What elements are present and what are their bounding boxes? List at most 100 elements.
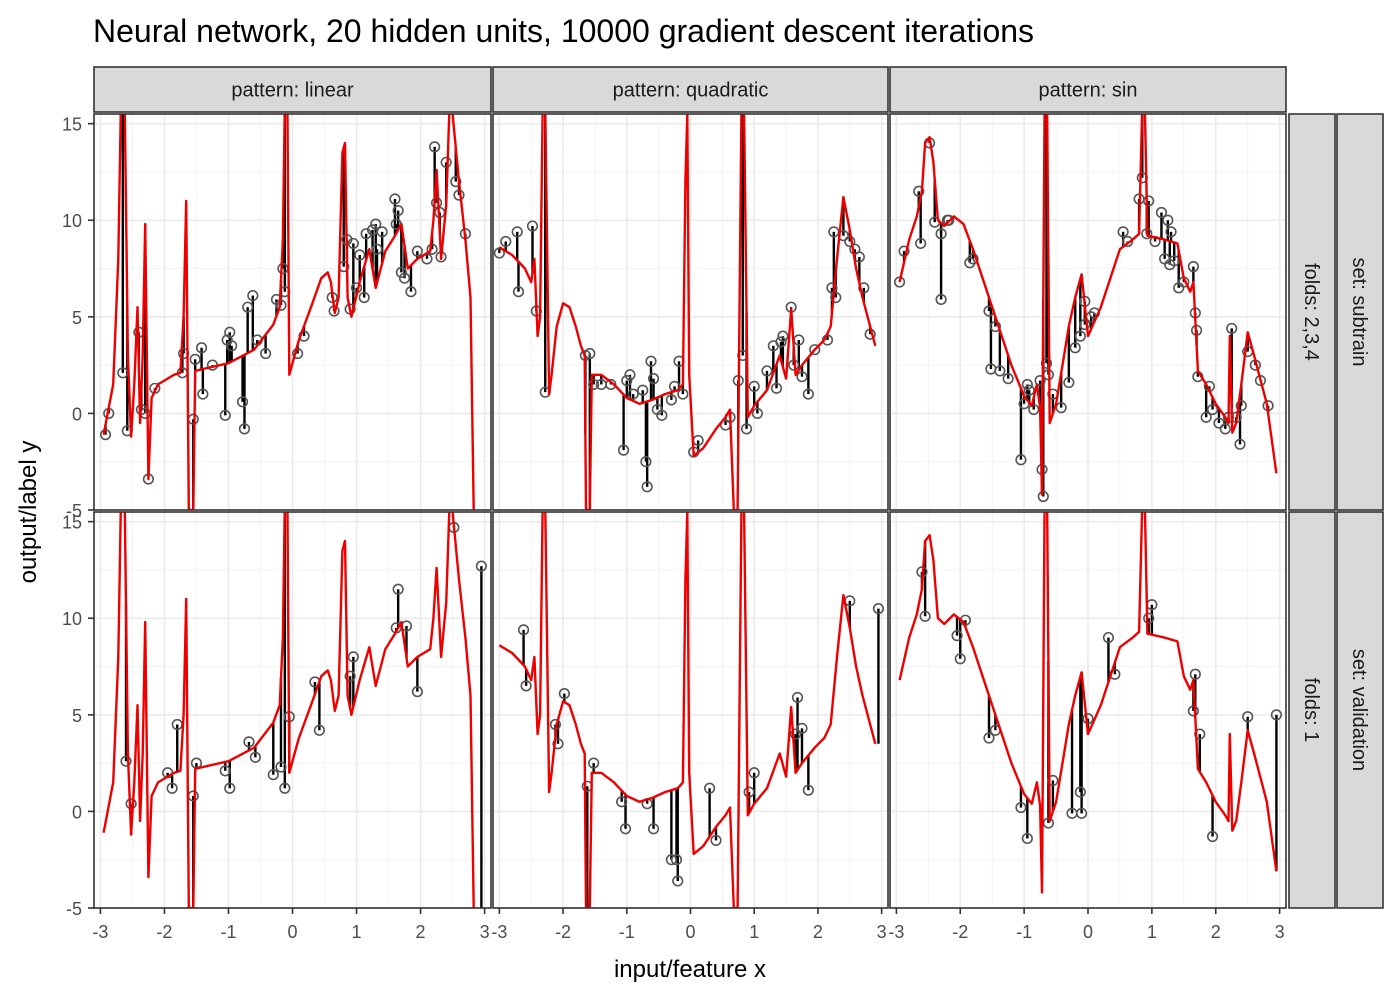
column-strip-label: pattern: linear [231, 80, 354, 102]
data-point [189, 353, 201, 365]
data-point [915, 237, 927, 250]
data-point [552, 738, 564, 750]
data-point [637, 384, 649, 396]
x-tick-label: 1 [352, 922, 362, 942]
data-point [411, 245, 423, 257]
data-point [219, 409, 231, 421]
data-point [1002, 373, 1014, 385]
data-point [809, 344, 821, 356]
data-point [1121, 235, 1134, 248]
data-point [405, 286, 417, 298]
x-tick-label: 0 [287, 922, 297, 942]
data-point [1206, 830, 1219, 843]
data-point [1034, 374, 1046, 387]
y-tick-label: -5 [66, 501, 82, 521]
data-point [989, 320, 1001, 333]
data-point [376, 226, 388, 238]
data-point [354, 249, 366, 261]
data-point [347, 651, 359, 663]
data-point [260, 347, 272, 360]
data-point [267, 769, 279, 781]
data-point [247, 289, 259, 302]
data-point [411, 686, 423, 698]
x-tick-label: 0 [685, 922, 695, 942]
data-point [751, 407, 763, 420]
data-point [624, 369, 636, 381]
data-point [520, 680, 532, 692]
data-point [197, 388, 209, 400]
x-tick-label: 2 [1211, 922, 1221, 942]
data-point [224, 326, 236, 338]
data-point [1023, 384, 1035, 396]
data-point [430, 197, 443, 209]
data-point [395, 266, 407, 279]
data-point [166, 782, 178, 794]
data-point [640, 456, 652, 468]
data-point [1206, 403, 1219, 416]
prediction-line-linear [102, 512, 475, 908]
data-point [226, 340, 238, 352]
data-point [1187, 705, 1199, 717]
data-point [313, 724, 325, 736]
data-point [1055, 402, 1067, 414]
x-tick-label: -3 [491, 922, 507, 942]
x-tick-label: 3 [1275, 922, 1285, 942]
data-point [796, 722, 808, 734]
data-point [704, 782, 716, 794]
data-point [616, 796, 628, 808]
data-point [627, 388, 639, 400]
data-point [619, 823, 632, 835]
data-point [389, 193, 401, 205]
data-point [1117, 226, 1129, 238]
data-point [1028, 403, 1040, 416]
data-point [647, 823, 660, 835]
data-point [1074, 786, 1086, 798]
data-point [526, 220, 539, 232]
data-point [511, 226, 523, 238]
x-axis-title: input/feature x [614, 956, 766, 983]
chart-title: Neural network, 20 hidden units, 10000 g… [93, 13, 1034, 49]
data-point [898, 245, 910, 257]
data-point [1102, 631, 1115, 644]
data-point [710, 834, 722, 846]
data-point [943, 214, 955, 226]
data-point [1213, 417, 1225, 429]
data-point [1047, 774, 1059, 787]
data-point [1079, 318, 1091, 331]
data-point [1226, 322, 1238, 335]
data-point [279, 782, 291, 794]
data-point [1235, 400, 1247, 412]
x-tick-label: 2 [416, 922, 426, 942]
data-point [440, 156, 452, 168]
data-point [645, 355, 657, 367]
data-point [450, 176, 462, 188]
row-strip-set-label: set: subtrain [1348, 258, 1370, 367]
data-point [951, 630, 963, 642]
y-tick-label: 10 [62, 609, 82, 629]
data-point [775, 336, 787, 348]
row-strip-set-label: set: validation [1348, 649, 1370, 771]
data-point [935, 293, 947, 306]
data-point [1168, 255, 1180, 267]
row-strip-set [1336, 511, 1384, 909]
data-point [370, 218, 382, 230]
data-point [120, 755, 132, 767]
column-strip [492, 66, 889, 113]
data-point [1063, 376, 1075, 389]
data-point [748, 380, 760, 392]
data-point [791, 691, 804, 704]
y-tick-label: 0 [72, 404, 82, 424]
y-tick-label: 15 [62, 513, 82, 533]
data-point [1242, 711, 1254, 723]
data-point [641, 481, 653, 493]
data-point [236, 396, 249, 408]
row-strip-set [1336, 113, 1384, 511]
data-point [618, 444, 630, 456]
data-point [802, 388, 814, 400]
prediction-line-linear [102, 114, 475, 510]
data-point [935, 228, 947, 240]
data-point [1015, 454, 1027, 466]
panel-border [889, 113, 1287, 511]
prediction-line-sin [898, 512, 1278, 894]
data-point [1234, 438, 1246, 450]
